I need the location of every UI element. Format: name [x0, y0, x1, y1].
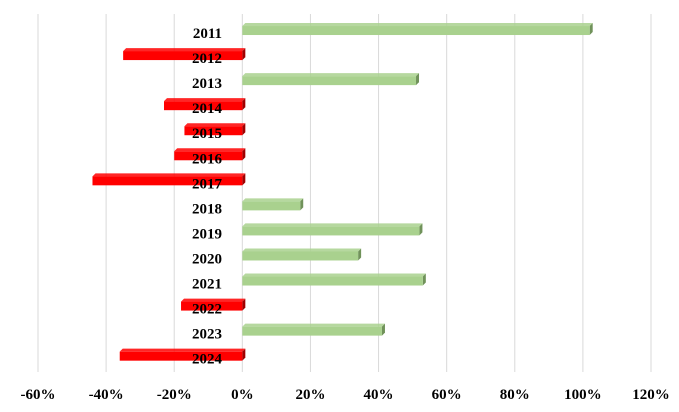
bar-side-face — [242, 98, 246, 111]
bar-top-face — [174, 148, 246, 152]
bar-side-face — [242, 48, 246, 61]
category-label: 2020 — [192, 251, 222, 267]
category-label: 2016 — [192, 151, 223, 167]
category-label: 2013 — [192, 76, 222, 92]
gridlines — [37, 14, 652, 372]
bars — [92, 23, 593, 361]
bar-2011 — [242, 23, 593, 36]
category-label: 2018 — [192, 201, 222, 217]
bar-2022 — [181, 298, 246, 311]
bar-side-face — [358, 248, 362, 261]
bar-top-face — [92, 173, 246, 177]
x-tick-label: -40% — [89, 387, 124, 403]
x-tick-label: 60% — [432, 387, 462, 403]
bar-front-face — [119, 351, 243, 361]
bar-2019 — [242, 223, 423, 236]
bar-side-face — [242, 298, 246, 311]
bar-side-face — [242, 348, 246, 361]
bar-2020 — [242, 248, 362, 261]
x-tick-label: -60% — [21, 387, 56, 403]
bar-front-face — [123, 51, 243, 61]
bar-top-face — [242, 223, 423, 227]
bar-top-face — [242, 248, 362, 252]
bar-side-face — [242, 123, 246, 136]
bar-top-face — [181, 298, 246, 302]
category-label: 2022 — [192, 302, 222, 318]
bar-side-face — [381, 323, 385, 336]
bar-front-face — [184, 126, 243, 136]
bar-2018 — [242, 198, 304, 211]
bar-2013 — [242, 73, 420, 86]
bar-side-face — [242, 173, 246, 186]
bar-2015 — [184, 123, 246, 136]
bar-top-face — [119, 348, 246, 352]
category-label: 2023 — [192, 327, 222, 343]
bar-front-face — [181, 301, 243, 311]
bar-front-face — [242, 76, 417, 86]
category-label: 2021 — [192, 277, 222, 293]
category-label: 2017 — [192, 176, 223, 192]
category-label: 2024 — [192, 352, 223, 368]
bar-top-face — [242, 273, 426, 277]
x-tick-label: 0% — [231, 387, 254, 403]
bar-side-face — [589, 23, 593, 36]
x-tick-label: 100% — [564, 387, 602, 403]
bar-front-face — [242, 326, 382, 336]
x-tick-label: 80% — [500, 387, 530, 403]
bar-top-face — [164, 98, 246, 102]
bar-2012 — [123, 48, 246, 61]
category-labels: 2011 2012 2013 2014 2015 2016 2017 2018 2019 2020… — [192, 26, 223, 368]
bar-top-face — [242, 23, 593, 27]
bar-front-face — [242, 251, 359, 261]
bar-side-face — [300, 198, 304, 211]
bar-front-face — [164, 101, 243, 111]
bar-front-face — [92, 176, 243, 186]
bar-2023 — [242, 323, 385, 336]
bar-top-face — [123, 48, 246, 52]
bar-2024 — [119, 348, 246, 361]
bar-side-face — [419, 223, 423, 236]
x-tick-label: 120% — [632, 387, 670, 403]
bar-front-face — [242, 26, 590, 36]
bar-2021 — [242, 273, 426, 286]
bar-side-face — [416, 73, 420, 86]
bar-top-face — [242, 198, 304, 202]
x-tick-label: 40% — [364, 387, 394, 403]
bar-side-face — [422, 273, 426, 286]
bar-2014 — [164, 98, 246, 111]
x-tick-label: 20% — [295, 387, 325, 403]
bar-front-face — [242, 226, 420, 236]
bar-top-face — [242, 323, 385, 327]
bar-front-face — [242, 201, 301, 211]
bar-2016 — [174, 148, 246, 161]
bar-2017 — [92, 173, 246, 186]
bar-top-face — [242, 73, 420, 77]
bar-side-face — [242, 148, 246, 161]
category-label: 2015 — [192, 126, 222, 142]
x-tick-label: -20% — [157, 387, 192, 403]
category-label: 2019 — [192, 226, 222, 242]
bar-front-face — [174, 151, 243, 161]
category-label: 2011 — [193, 26, 222, 42]
x-axis-tick-labels: -60% -40% -20% 0% 20% 40% 60% 80% 100% 120% — [21, 387, 670, 403]
bar-front-face — [242, 276, 423, 286]
bar-top-face — [184, 123, 246, 127]
category-label: 2014 — [192, 101, 223, 117]
category-label: 2012 — [192, 51, 222, 67]
